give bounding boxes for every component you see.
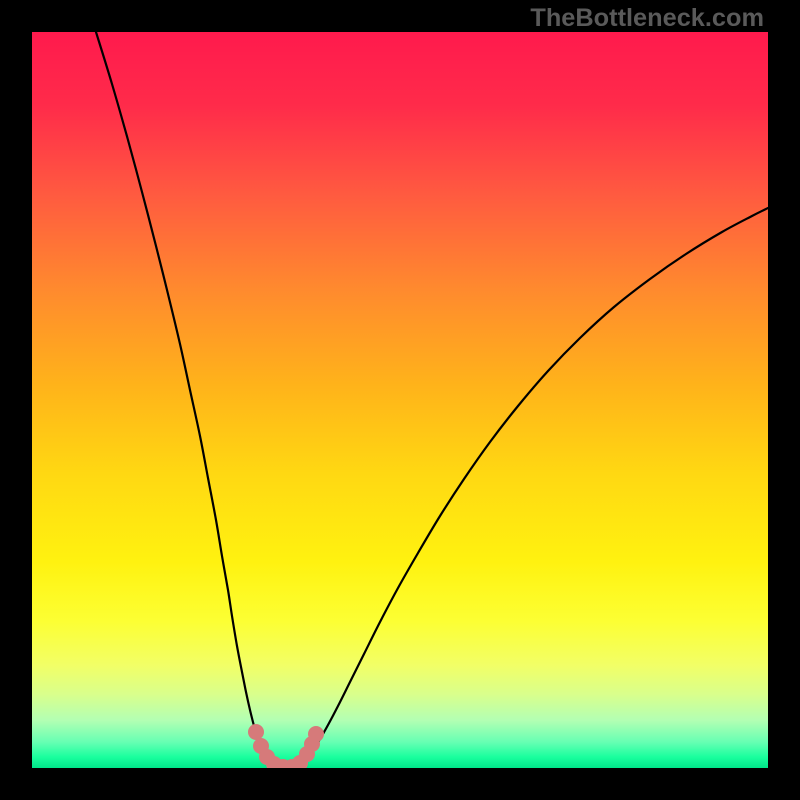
bottleneck-curve-plot [32, 32, 768, 768]
chart-frame: TheBottleneck.com [0, 0, 800, 800]
valley-marker [308, 726, 324, 742]
watermark-text: TheBottleneck.com [530, 4, 764, 33]
valley-marker [248, 724, 264, 740]
plot-background [32, 32, 768, 768]
